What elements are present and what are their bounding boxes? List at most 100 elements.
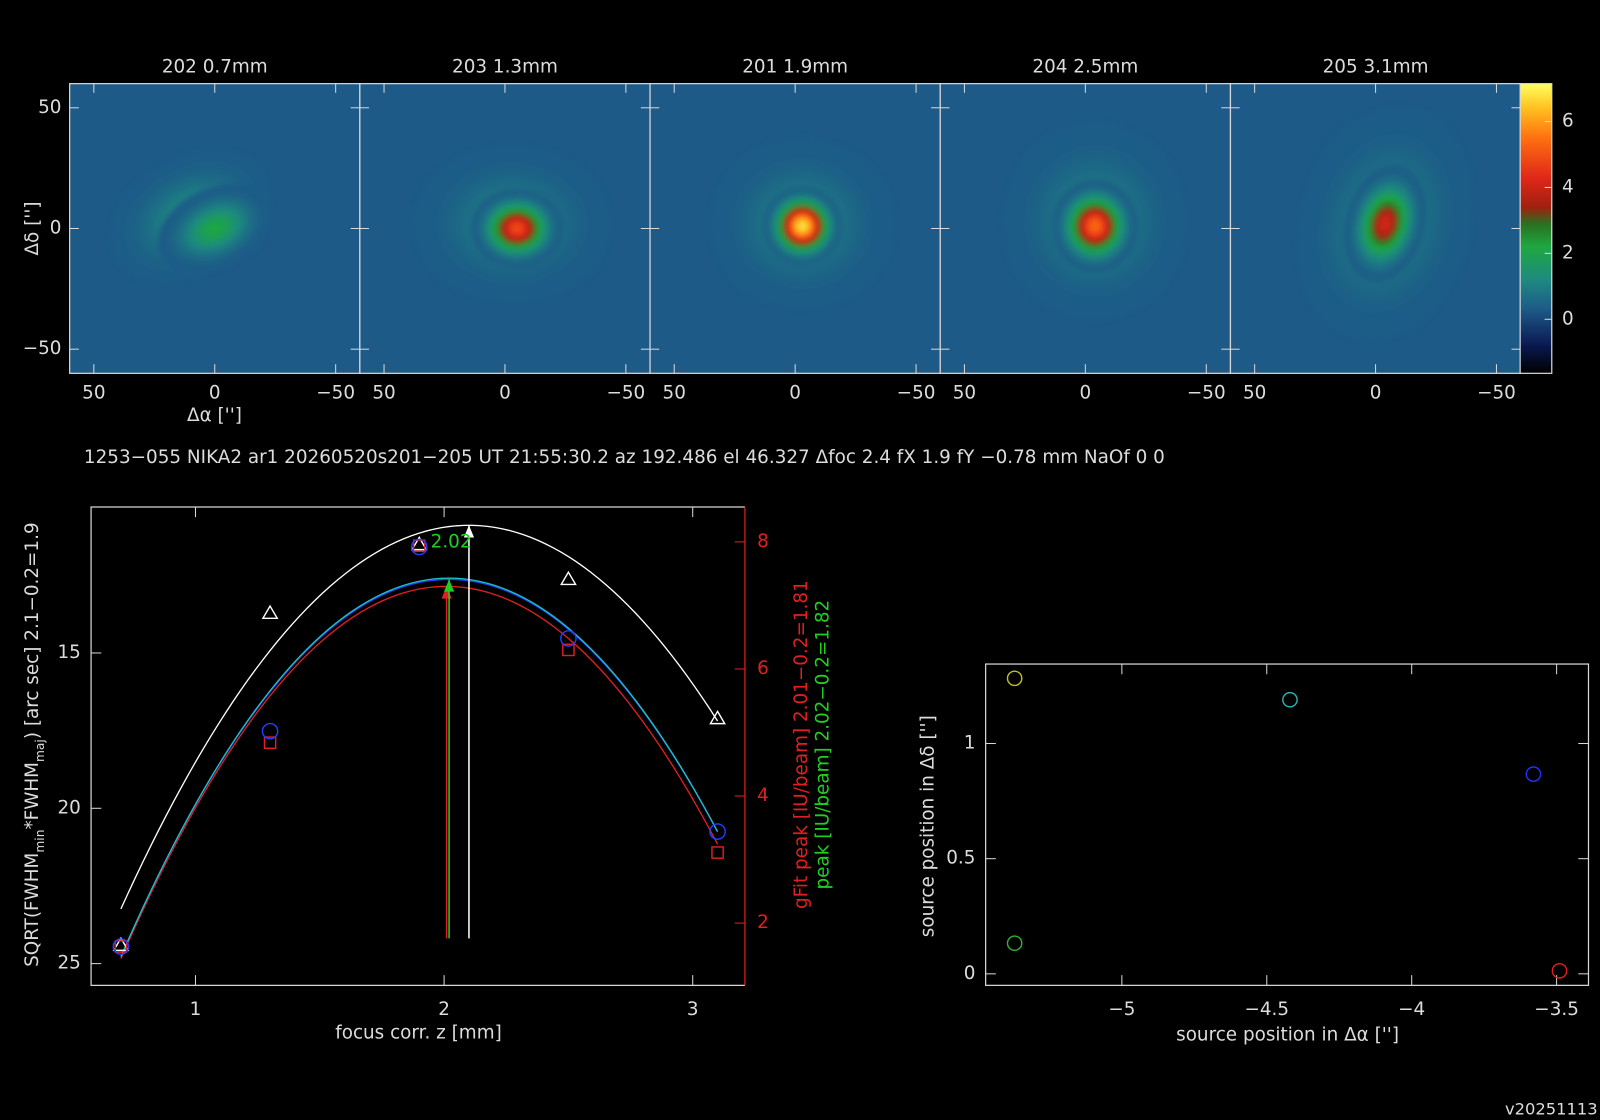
x-tick-label: −50: [1477, 383, 1516, 404]
y-axis-label-part: ) [arc sec] 2.1−0.2=1.9: [22, 522, 43, 739]
y2-axis-label: peak [IU/beam] 2.02−0.2=1.82: [812, 600, 833, 890]
x-tick-label: −50: [897, 383, 936, 404]
panel-title: 205 3.1mm: [1323, 56, 1429, 77]
y-tick-label: 1: [964, 733, 976, 754]
data-point: [1551, 962, 1568, 979]
y-axis-label-part: *FWHM: [22, 762, 43, 830]
plot-frame: [985, 663, 1590, 986]
x-tick-label: −50: [316, 383, 355, 404]
y2-tick-label: 6: [757, 658, 769, 679]
x-axis-label: source position in Δα ['']: [1176, 1024, 1399, 1045]
plot-area: 2.02: [112, 524, 726, 959]
y-axis-label-part: SQRT(FWHM: [22, 853, 43, 967]
y-axis-label: Δδ ['']: [22, 201, 43, 255]
x-axis-label: focus corr. z [mm]: [335, 1022, 501, 1043]
panel-title: 202 0.7mm: [162, 56, 268, 77]
x-tick-label: 0: [789, 383, 801, 404]
x-tick-label: −50: [606, 383, 645, 404]
x-tick-label: 0: [1080, 383, 1092, 404]
data-point: [261, 604, 279, 620]
source-level: [799, 222, 806, 230]
data-point: [263, 736, 277, 749]
source-level: [513, 225, 521, 232]
y-axis-label-part: maj: [32, 739, 46, 762]
y-tick-label: 20: [57, 797, 80, 818]
image-panel: [940, 83, 1231, 374]
caption: 1253−055 NIKA2 ar1 20260520s201−205 UT 2…: [84, 447, 1165, 468]
data-point: [1525, 766, 1542, 782]
y-axis-label: SQRT(FWHMmin*FWHMmaj) [arc sec] 2.1−0.2=…: [22, 522, 46, 967]
image-panel: [359, 83, 651, 374]
colorbar: [1519, 83, 1553, 374]
y-tick-label: 50: [38, 97, 61, 118]
fit-curve: [120, 577, 719, 957]
source-level: [1091, 222, 1099, 230]
y2-tick-label: 8: [757, 531, 769, 552]
data-point: [711, 846, 724, 859]
data-point: [412, 539, 426, 553]
x-tick-label: 3: [687, 999, 699, 1020]
colorbar-tick-label: 2: [1562, 242, 1574, 263]
colorbar-tick-label: 6: [1562, 111, 1574, 132]
y2-tick-label: 2: [757, 912, 769, 933]
x-axis-label: Δα ['']: [187, 405, 242, 426]
y2-axis-label: gFit peak [IU/beam] 2.01−0.2=1.81: [791, 580, 812, 909]
y-tick-label: 0.5: [946, 848, 975, 869]
map-emission: [709, 137, 896, 311]
x-tick-label: 50: [663, 383, 686, 404]
x-tick-label: −50: [1187, 383, 1226, 404]
y-tick-label: 0: [50, 217, 62, 238]
data-point: [1006, 670, 1023, 687]
data-point: [560, 630, 577, 647]
data-point: [709, 823, 726, 840]
x-tick-label: 50: [1243, 383, 1266, 404]
data-point: [709, 709, 726, 725]
x-tick-label: 0: [209, 383, 221, 404]
x-tick-label: 50: [372, 383, 395, 404]
x-tick-label: −4: [1398, 999, 1425, 1020]
x-tick-label: 0: [499, 383, 511, 404]
data-point: [410, 535, 428, 551]
y-tick-label: 15: [57, 642, 80, 663]
y2-tick-label: 4: [757, 785, 769, 806]
data-point: [114, 940, 128, 953]
map-emission: [109, 148, 272, 284]
x-tick-label: 1: [190, 999, 202, 1020]
x-tick-label: −5: [1108, 999, 1135, 1020]
data-point: [112, 938, 130, 955]
x-tick-label: 50: [953, 383, 976, 404]
version: v20251113: [1505, 1099, 1598, 1118]
image-panel: [650, 83, 941, 374]
x-tick-label: 0: [1370, 383, 1382, 404]
data-point: [410, 538, 428, 556]
y-axis-label: source position in Δδ ['']: [918, 715, 939, 937]
x-tick-label: −3.5: [1534, 999, 1579, 1020]
data-point: [1282, 691, 1298, 708]
data-point: [560, 570, 577, 586]
data-point: [562, 643, 575, 657]
focus-label: 2.02: [431, 532, 472, 553]
source-level: [1381, 219, 1389, 229]
data-point: [112, 936, 130, 952]
focus-arrowhead: [463, 525, 475, 538]
map-emission: [1296, 105, 1475, 342]
focus-arrowhead: [443, 579, 455, 592]
x-tick-label: −4.5: [1244, 999, 1289, 1020]
colorbar-tick-label: 4: [1562, 176, 1574, 197]
colorbar-tick-label: 0: [1562, 308, 1574, 329]
data-point: [261, 722, 279, 740]
image-panel: [1230, 83, 1521, 374]
map-emission: [412, 143, 613, 304]
y-tick-label: 0: [964, 963, 976, 984]
panel-title: 203 1.3mm: [452, 56, 558, 77]
x-tick-label: 50: [82, 383, 105, 404]
source-level: [210, 225, 220, 232]
image-panel: [69, 83, 360, 374]
map-emission: [1001, 121, 1189, 322]
panel-title: 204 2.5mm: [1032, 56, 1138, 77]
y-tick-label: 25: [57, 953, 80, 974]
y-axis-label-part: min: [32, 830, 46, 853]
fit-curve: [120, 585, 719, 959]
